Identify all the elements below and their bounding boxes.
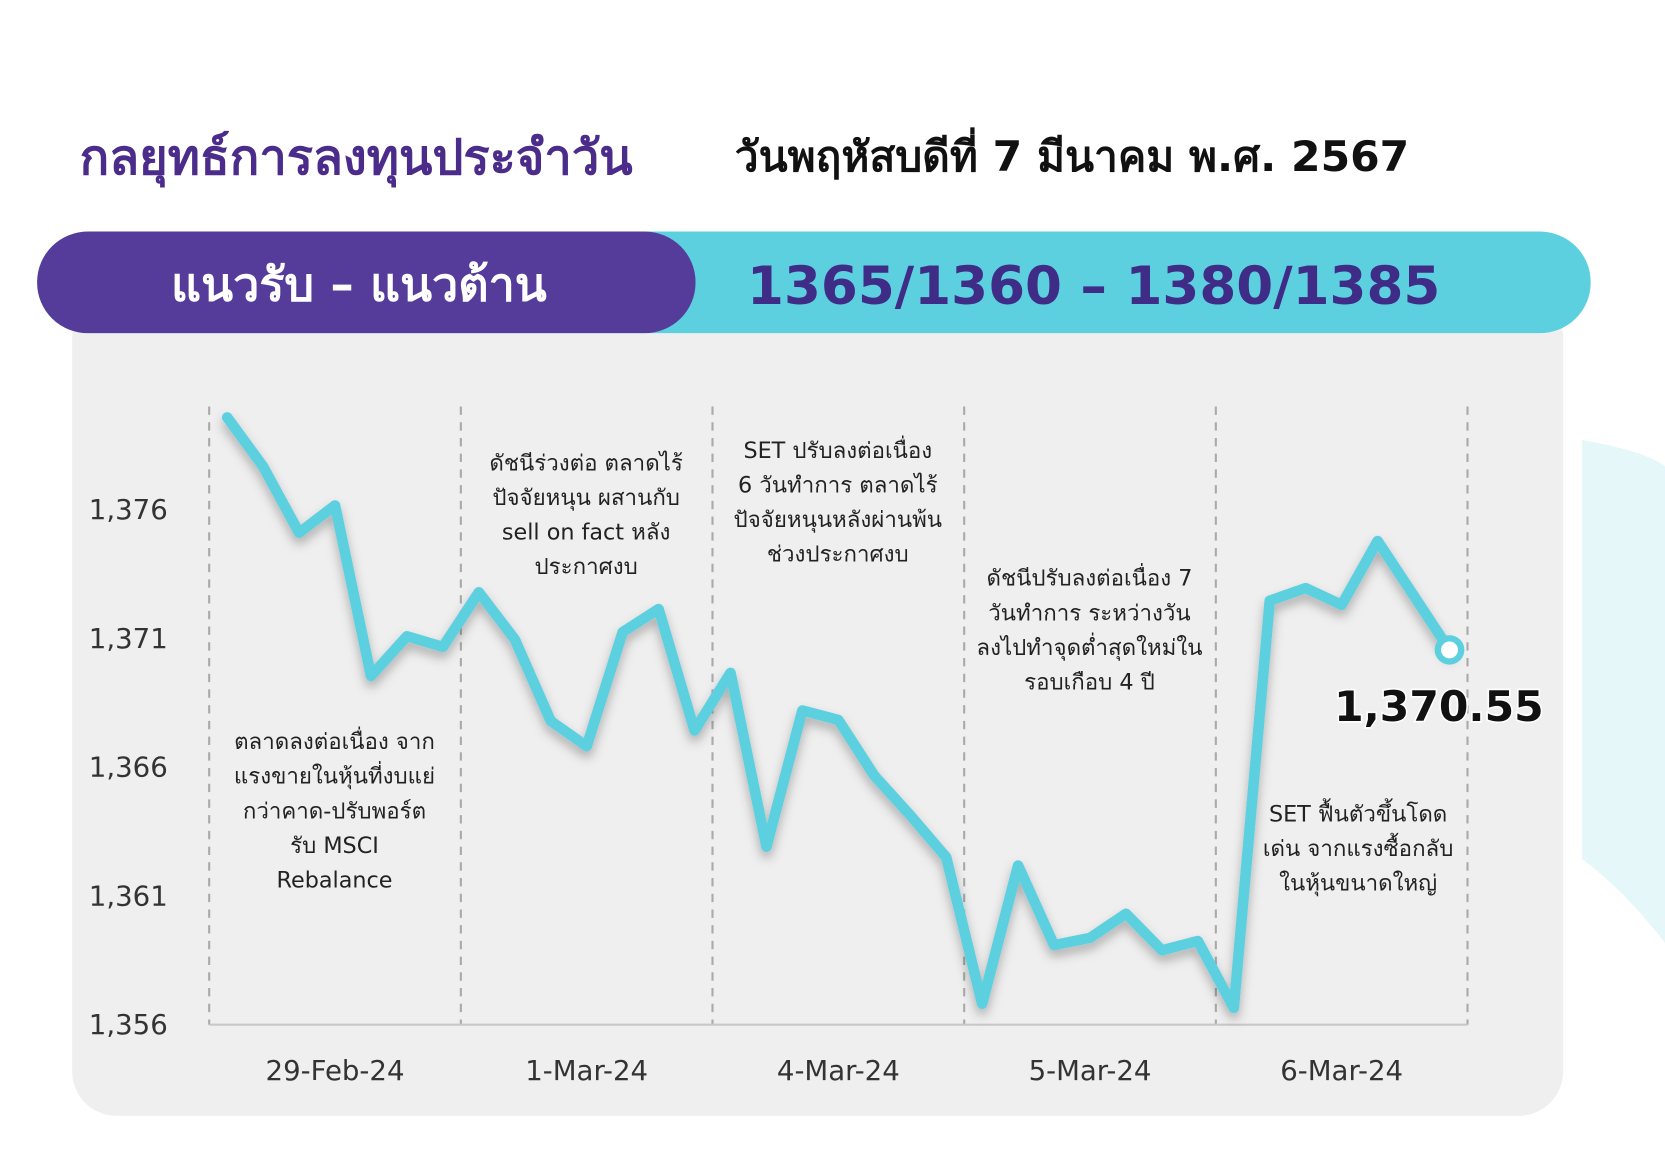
banner-label: แนวรับ – แนวต้าน [171,258,547,312]
title: กลยุทธ์การลงทุนประจำวัน [80,130,633,188]
annotation: ประกาศงบ [535,554,638,580]
y-tick-label: 1,371 [89,624,168,655]
annotation: รอบเกือบ 4 ปี [1024,670,1155,696]
annotation: รับ MSCI [290,833,379,859]
x-tick-label: 29-Feb-24 [266,1056,405,1087]
annotation: SET ฟื้นตัวขึ้นโดด [1269,798,1447,828]
y-tick-label: 1,356 [89,1010,168,1041]
value-label: 1,370.55 [1334,682,1544,731]
y-tick-label: 1,366 [89,753,168,784]
y-tick-label: 1,361 [89,882,168,913]
x-tick-label: 4-Mar-24 [777,1056,900,1087]
annotation: ปัจจัยหนุน ผสานกับ [492,485,680,511]
banner-label-bg [37,231,696,334]
x-tick-label: 5-Mar-24 [1029,1056,1152,1087]
line [221,412,1455,1014]
annotation: Rebalance [277,868,393,894]
annotation: เด่น จากแรงซื้อกลับ [1263,832,1454,862]
annotation: SET ปรับลงต่อเนื่อง [743,435,932,464]
annotation: ปัจจัยหนุนหลังผ่านพ้น [734,507,942,533]
annotation: ตลาดลงต่อเนื่อง จาก [234,726,435,755]
annotation: ดัชนีร่วงต่อ ตลาดไร้ [489,451,683,477]
annotation: ดัชนีปรับลงต่อเนื่อง 7 [987,563,1193,592]
chart-panel [72,293,1564,1116]
annotation: sell on fact หลัง [502,520,670,546]
annotation: วันทำการ ระหว่างวัน [988,600,1190,626]
y-tick-label: 1,376 [89,495,168,526]
annotation: ลงไปทำจุดต่ำสุดใหม่ใน [976,632,1202,661]
plot: 1,356 1,361 1,366 1,371 1,376 29-Feb-24 1-Mar-… [89,406,1545,1087]
annotation: แรงขายในหุ้นที่งบแย่ [234,761,435,790]
date: วันพฤหัสบดีที่ 7 มีนาคม พ.ศ. 2567 [735,127,1409,181]
annotation: 6 วันทำการ ตลาดไร้ [738,473,938,499]
end-point [1434,635,1465,665]
annotation: ในหุ้นขนาดใหญ่ [1279,871,1437,897]
annotation: กว่าคาด-ปรับพอร์ต [243,798,426,824]
x-tick-label: 6-Mar-24 [1280,1056,1403,1087]
x-tick-label: 1-Mar-24 [525,1056,648,1087]
decor [1582,440,1665,943]
annotation: ช่วงประกาศงบ [767,542,909,568]
banner-value: 1365/1360 – 1380/1385 [747,256,1440,317]
